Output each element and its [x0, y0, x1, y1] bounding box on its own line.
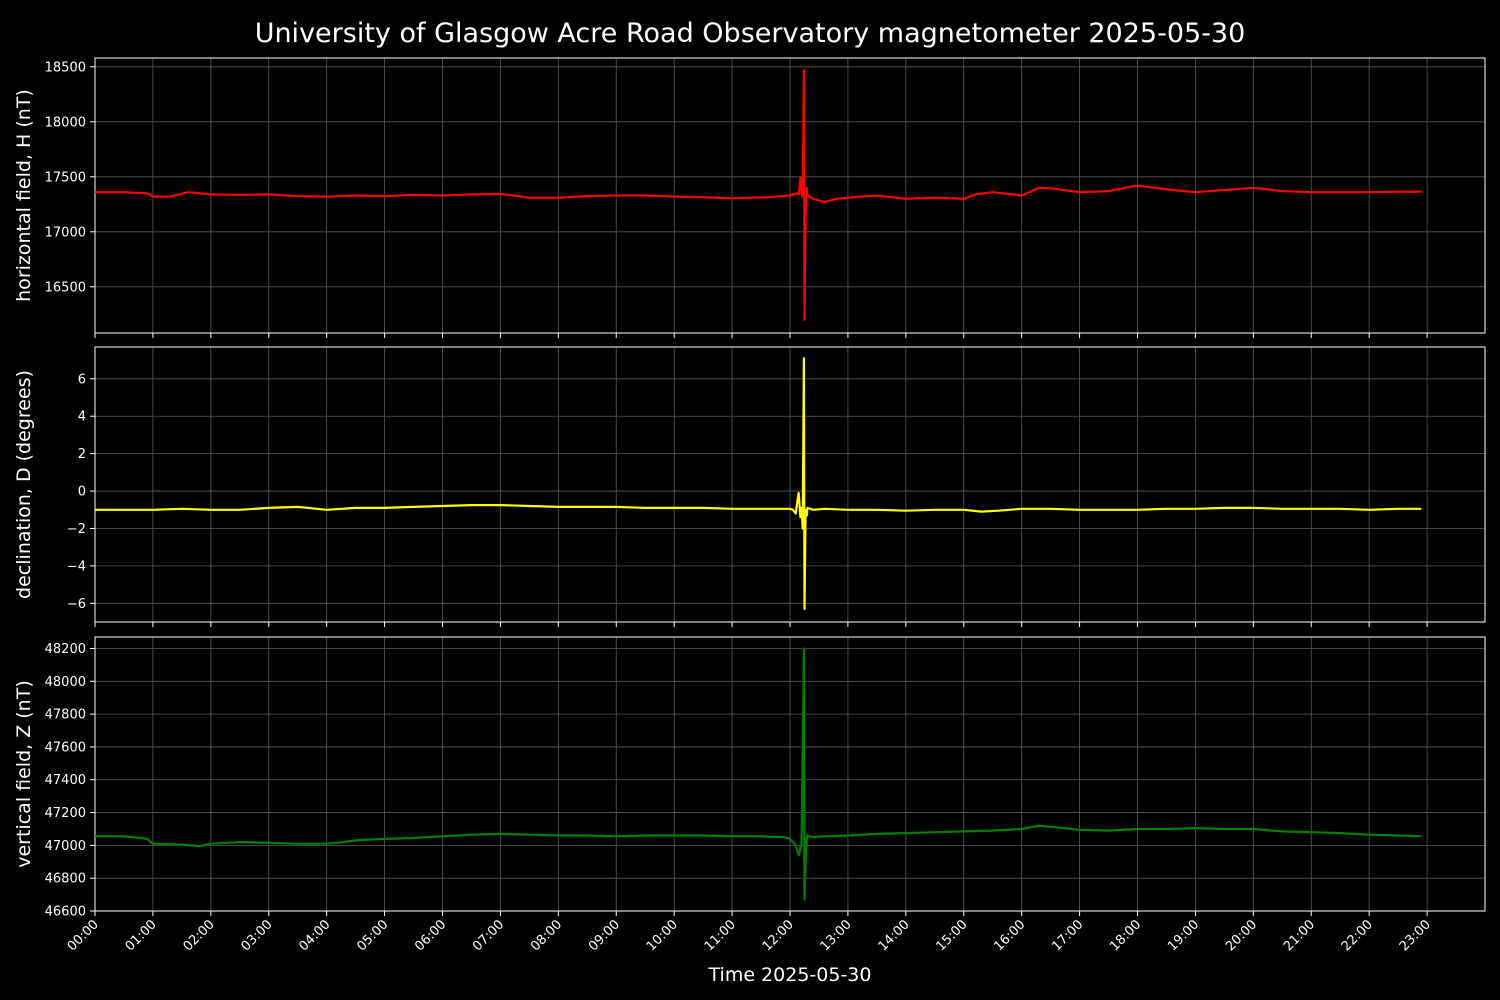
y-axis-label-vertical: vertical field, Z (nT) — [13, 680, 35, 868]
y-tick-label: 17000 — [45, 225, 86, 240]
series-line-declination — [95, 357, 1422, 611]
y-tick-label: 6 — [78, 372, 86, 387]
y-tick-label: 48000 — [45, 675, 86, 690]
y-tick-label: 2 — [78, 447, 86, 462]
y-tick-label: 46800 — [45, 872, 86, 887]
y-tick-label: 17500 — [45, 170, 86, 185]
y-tick-label: −4 — [67, 559, 86, 574]
panel-horizontal: 16500 17000 17500 18000 18500 horizontal fiel… — [13, 57, 1486, 338]
y-tick-label: 0 — [78, 485, 86, 500]
y-tick-label: 16500 — [45, 280, 86, 295]
y-tick-label: 18500 — [45, 60, 86, 75]
y-tick-label: 47400 — [45, 773, 86, 788]
y-tick-label: 47200 — [45, 806, 86, 821]
y-tick-label: 47600 — [45, 740, 86, 755]
y-tick-label: 4 — [78, 410, 86, 425]
series-line-vertical — [95, 647, 1422, 901]
y-tick-label: 47000 — [45, 839, 86, 854]
chart-title: University of Glasgow Acre Road Observat… — [255, 18, 1246, 49]
x-axis-label: Time 2025-05-30 — [708, 964, 872, 986]
y-axis-label-horizontal: horizontal field, H (nT) — [13, 89, 35, 302]
y-axis-label-declination: declination, D (degrees) — [13, 370, 35, 599]
y-tick-label: −6 — [67, 597, 86, 612]
y-tick-label: 18000 — [45, 115, 86, 130]
y-tick-label: 48200 — [45, 642, 86, 657]
grid-declination — [94, 347, 1485, 622]
y-tick-label: 46600 — [45, 905, 86, 920]
y-tick-label: 47800 — [45, 708, 86, 723]
panel-declination: −6 −4 −2 0 2 4 6 declination, D (degrees) — [13, 346, 1486, 627]
panel-vertical: 46600 46800 47000 47200 47400 47600 47800 48000… — [13, 636, 1486, 920]
y-tick-label: −2 — [67, 522, 86, 537]
series-line-horizontal — [95, 68, 1422, 321]
